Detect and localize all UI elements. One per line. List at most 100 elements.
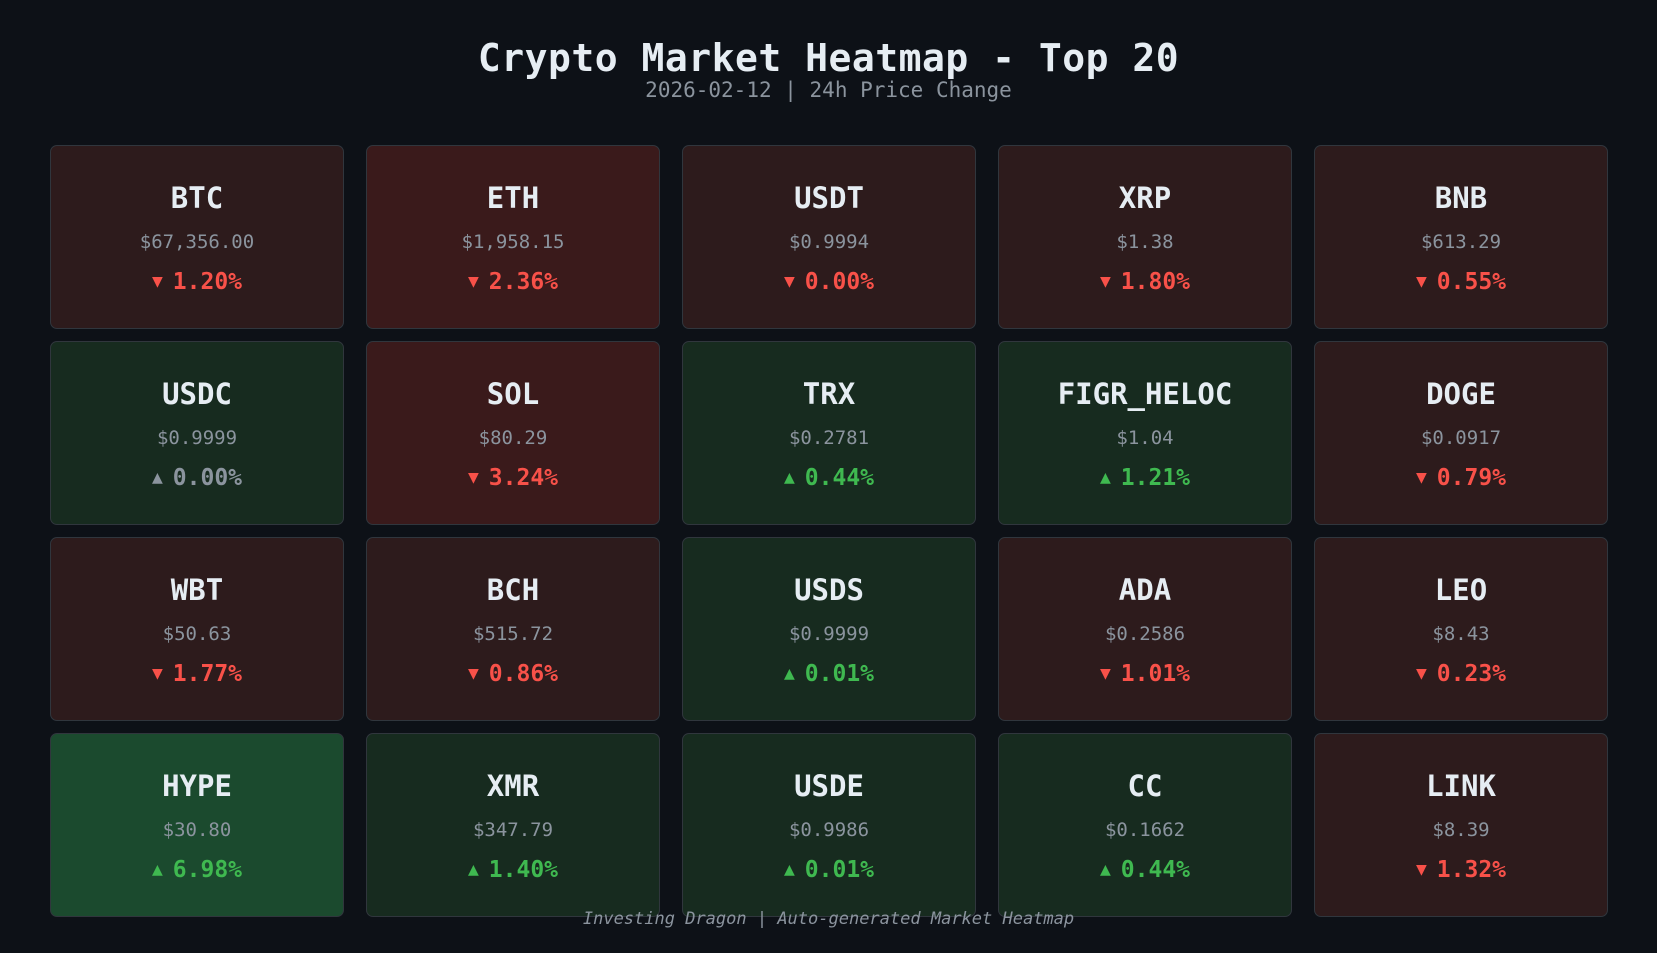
triangle-up-icon: ▲ bbox=[783, 663, 795, 684]
price-change: ▼ 1.80% bbox=[1100, 268, 1190, 296]
change-percent: 3.24% bbox=[488, 465, 559, 491]
coin-symbol: USDC bbox=[162, 377, 232, 411]
coin-symbol: XMR bbox=[486, 769, 540, 803]
price-change: ▼ 1.01% bbox=[1100, 660, 1190, 688]
coin-price: $0.9999 bbox=[156, 427, 238, 449]
price-change: ▼ 0.00% bbox=[784, 268, 874, 296]
price-change: ▼ 0.55% bbox=[1416, 268, 1506, 296]
heatmap-tile-bch: BCH $515.72 ▼ 0.86% bbox=[366, 537, 660, 721]
change-percent: 0.79% bbox=[1436, 465, 1507, 491]
change-percent: 1.21% bbox=[1120, 465, 1191, 491]
change-percent: 0.01% bbox=[804, 661, 875, 687]
change-percent: 1.77% bbox=[172, 661, 243, 687]
chart-subtitle: 2026-02-12 | 24h Price Change bbox=[645, 78, 1012, 102]
coin-price: $8.43 bbox=[1432, 623, 1490, 645]
coin-symbol: DOGE bbox=[1426, 377, 1496, 411]
change-percent: 0.86% bbox=[488, 661, 559, 687]
triangle-down-icon: ▼ bbox=[1415, 663, 1427, 684]
coin-price: $80.29 bbox=[478, 427, 548, 449]
coin-price: $0.2781 bbox=[788, 427, 870, 449]
coin-symbol: BNB bbox=[1434, 181, 1488, 215]
coin-price: $1.38 bbox=[1116, 231, 1174, 253]
coin-symbol: CC bbox=[1127, 769, 1163, 803]
coin-price: $515.72 bbox=[472, 623, 554, 645]
coin-symbol: TRX bbox=[802, 377, 856, 411]
coin-symbol: XRP bbox=[1118, 181, 1172, 215]
coin-price: $0.9986 bbox=[788, 819, 870, 841]
heatmap-tile-wbt: WBT $50.63 ▼ 1.77% bbox=[50, 537, 344, 721]
heatmap-tile-usds: USDS $0.9999 ▲ 0.01% bbox=[682, 537, 976, 721]
change-percent: 0.44% bbox=[804, 465, 875, 491]
heatmap-tile-doge: DOGE $0.0917 ▼ 0.79% bbox=[1314, 341, 1608, 525]
price-change: ▼ 2.36% bbox=[468, 268, 558, 296]
heatmap-tile-usdt: USDT $0.9994 ▼ 0.00% bbox=[682, 145, 976, 329]
coin-price: $613.29 bbox=[1420, 231, 1502, 253]
triangle-up-icon: ▲ bbox=[1099, 467, 1111, 488]
coin-price: $0.9999 bbox=[788, 623, 870, 645]
heatmap-tile-usdc: USDC $0.9999 ▲ 0.00% bbox=[50, 341, 344, 525]
price-change: ▼ 0.79% bbox=[1416, 464, 1506, 492]
chart-footer: Investing Dragon | Auto-generated Market… bbox=[582, 909, 1075, 929]
heatmap-tile-sol: SOL $80.29 ▼ 3.24% bbox=[366, 341, 660, 525]
heatmap-tile-ada: ADA $0.2586 ▼ 1.01% bbox=[998, 537, 1292, 721]
change-percent: 1.32% bbox=[1436, 857, 1507, 883]
triangle-down-icon: ▼ bbox=[467, 663, 479, 684]
change-percent: 1.20% bbox=[172, 269, 243, 295]
change-percent: 1.40% bbox=[488, 857, 559, 883]
change-percent: 1.01% bbox=[1120, 661, 1191, 687]
price-change: ▲ 0.44% bbox=[784, 464, 874, 492]
price-change: ▼ 0.23% bbox=[1416, 660, 1506, 688]
triangle-up-icon: ▲ bbox=[783, 467, 795, 488]
triangle-down-icon: ▼ bbox=[1415, 859, 1427, 880]
triangle-up-icon: ▲ bbox=[783, 859, 795, 880]
coin-price: $30.80 bbox=[162, 819, 232, 841]
coin-symbol: LEO bbox=[1434, 573, 1488, 607]
triangle-down-icon: ▼ bbox=[1415, 467, 1427, 488]
change-percent: 0.01% bbox=[804, 857, 875, 883]
price-change: ▲ 1.40% bbox=[468, 856, 558, 884]
change-percent: 0.44% bbox=[1120, 857, 1191, 883]
price-change: ▼ 3.24% bbox=[468, 464, 558, 492]
triangle-up-icon: ▲ bbox=[1099, 859, 1111, 880]
change-percent: 1.80% bbox=[1120, 269, 1191, 295]
coin-price: $1.04 bbox=[1116, 427, 1174, 449]
coin-price: $50.63 bbox=[162, 623, 232, 645]
coin-price: $67,356.00 bbox=[139, 231, 255, 253]
coin-symbol: USDE bbox=[794, 769, 864, 803]
triangle-down-icon: ▼ bbox=[1415, 271, 1427, 292]
coin-symbol: WBT bbox=[170, 573, 224, 607]
heatmap-tile-btc: BTC $67,356.00 ▼ 1.20% bbox=[50, 145, 344, 329]
heatmap-tile-xrp: XRP $1.38 ▼ 1.80% bbox=[998, 145, 1292, 329]
coin-symbol: ADA bbox=[1118, 573, 1172, 607]
coin-price: $0.0917 bbox=[1420, 427, 1502, 449]
price-change: ▲ 6.98% bbox=[152, 856, 242, 884]
price-change: ▼ 0.86% bbox=[468, 660, 558, 688]
coin-symbol: HYPE bbox=[162, 769, 232, 803]
coin-symbol: BTC bbox=[170, 181, 224, 215]
triangle-down-icon: ▼ bbox=[151, 271, 163, 292]
price-change: ▲ 1.21% bbox=[1100, 464, 1190, 492]
price-change: ▲ 0.44% bbox=[1100, 856, 1190, 884]
price-change: ▲ 0.01% bbox=[784, 660, 874, 688]
coin-symbol: USDS bbox=[794, 573, 864, 607]
chart-header: Crypto Market Heatmap - Top 20 2026-02-1… bbox=[0, 34, 1657, 102]
change-percent: 0.55% bbox=[1436, 269, 1507, 295]
triangle-up-icon: ▲ bbox=[151, 467, 163, 488]
coin-price: $8.39 bbox=[1432, 819, 1490, 841]
change-percent: 0.00% bbox=[804, 269, 875, 295]
heatmap-grid: BTC $67,356.00 ▼ 1.20% ETH $1,958.15 ▼ 2… bbox=[50, 145, 1608, 917]
triangle-down-icon: ▼ bbox=[1099, 663, 1111, 684]
price-change: ▼ 1.32% bbox=[1416, 856, 1506, 884]
heatmap-tile-leo: LEO $8.43 ▼ 0.23% bbox=[1314, 537, 1608, 721]
heatmap-tile-figr_heloc: FIGR_HELOC $1.04 ▲ 1.21% bbox=[998, 341, 1292, 525]
heatmap-tile-xmr: XMR $347.79 ▲ 1.40% bbox=[366, 733, 660, 917]
heatmap-tile-bnb: BNB $613.29 ▼ 0.55% bbox=[1314, 145, 1608, 329]
triangle-up-icon: ▲ bbox=[467, 859, 479, 880]
coin-price: $1,958.15 bbox=[461, 231, 565, 253]
triangle-up-icon: ▲ bbox=[151, 859, 163, 880]
change-percent: 0.23% bbox=[1436, 661, 1507, 687]
coin-price: $0.1662 bbox=[1104, 819, 1186, 841]
coin-symbol: USDT bbox=[794, 181, 864, 215]
change-percent: 6.98% bbox=[172, 857, 243, 883]
change-percent: 2.36% bbox=[488, 269, 559, 295]
